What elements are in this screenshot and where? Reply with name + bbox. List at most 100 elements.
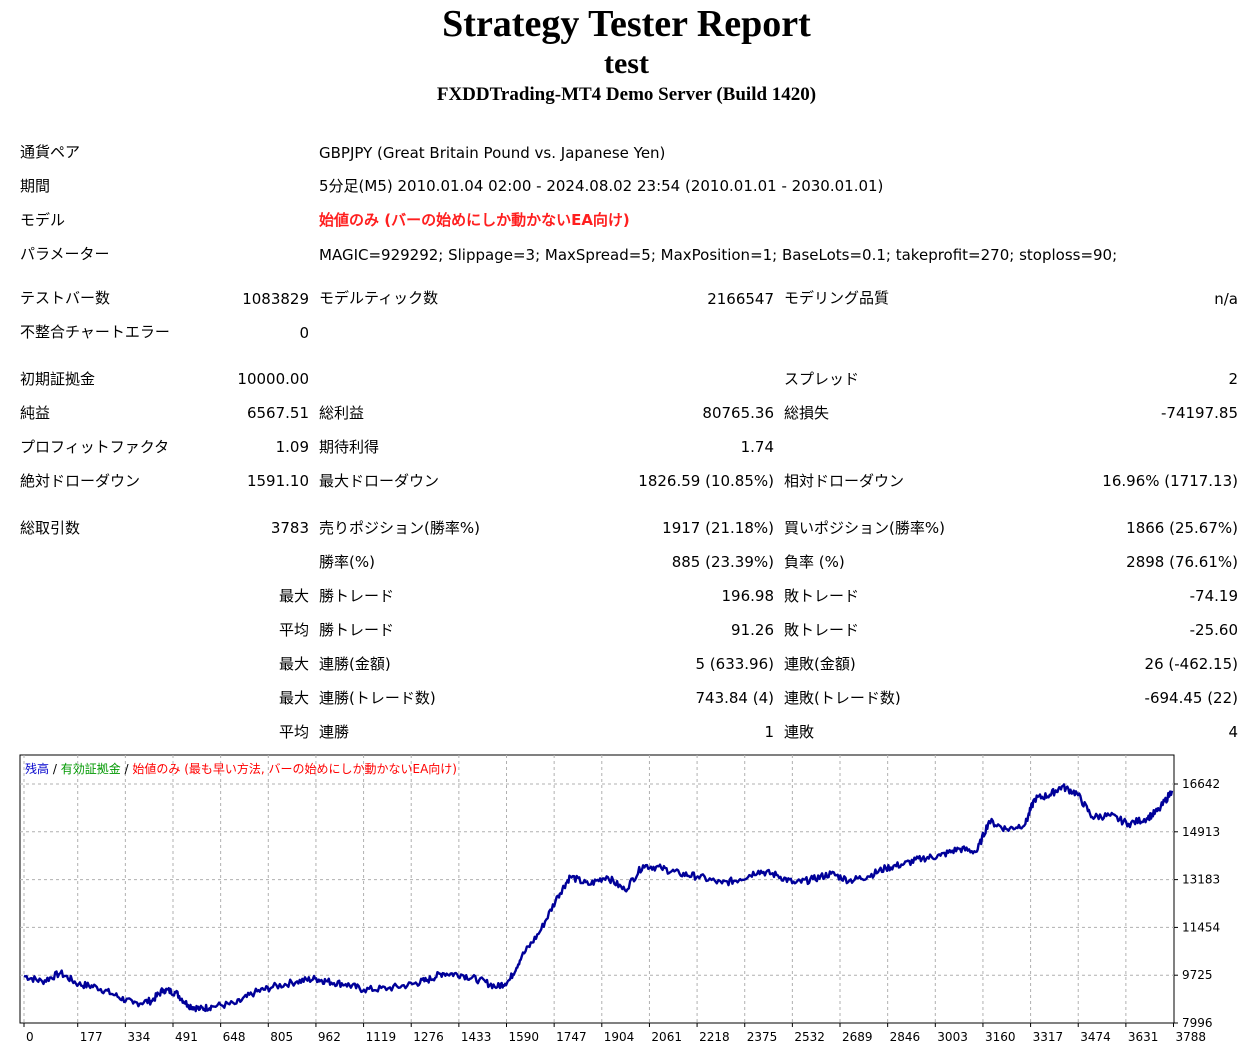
params-value: MAGIC=929292; Slippage=3; MaxSpread=5; M… (319, 246, 1118, 264)
y-tick-label: 9725 (1182, 968, 1213, 982)
average-win-value: 91.26 (731, 621, 774, 639)
max-dd-value: 1826.59 (10.85%) (638, 472, 774, 490)
max-consec-loss-value: -694.45 (22) (1144, 689, 1238, 707)
largest-win-label: 勝トレード (319, 587, 395, 605)
gross-profit-value: 80765.36 (702, 404, 774, 422)
rel-dd-label: 相対ドローダウン (784, 472, 905, 490)
net-value: 6567.51 (246, 404, 309, 422)
max-consec-loss-label: 連敗(トレード数) (784, 689, 901, 707)
long-value: 1866 (25.67%) (1126, 519, 1238, 537)
loss-rate-value: 2898 (76.61%) (1126, 553, 1238, 571)
max-consec-label: 最大 (278, 655, 309, 673)
largest-label: 最大 (278, 587, 309, 605)
x-tick-label: 2218 (699, 1030, 730, 1044)
x-tick-label: 2689 (842, 1030, 873, 1044)
win-rate-value: 885 (23.39%) (671, 553, 774, 571)
x-tick-label: 962 (318, 1030, 341, 1044)
quality-label: モデリング品質 (784, 289, 890, 307)
x-tick-label: 2375 (747, 1030, 778, 1044)
gross-loss-label: 総損失 (784, 404, 830, 422)
x-tick-label: 1747 (556, 1030, 587, 1044)
max-consec-wins-value: 5 (633.96) (695, 655, 774, 673)
long-label: 買いポジション(勝率%) (784, 519, 945, 537)
x-tick-label: 805 (270, 1030, 293, 1044)
max-consec2-label: 最大 (278, 689, 309, 707)
avg-consec-label: 平均 (278, 723, 309, 741)
mismatch-label: 不整合チャートエラー (20, 323, 170, 341)
win-rate-label: 勝率(%) (319, 553, 375, 571)
y-tick-label: 11454 (1182, 920, 1220, 934)
ea-name: test (604, 47, 649, 80)
x-tick-label: 648 (223, 1030, 246, 1044)
abs-dd-label: 絶対ドローダウン (20, 472, 141, 490)
y-axis-ticks: 16642 14913 13183 11454 9725 7996 (1174, 777, 1220, 1030)
bars-value: 1083829 (242, 290, 309, 308)
x-tick-label: 3474 (1080, 1030, 1111, 1044)
plot-area (19, 754, 1175, 1024)
deposit-label: 初期証拠金 (20, 370, 96, 388)
avg-consec-wins-value: 1 (764, 723, 774, 741)
balance-chart: 16642 14913 13183 11454 9725 7996 0 177 334 491 6… (19, 754, 1220, 1044)
model-value: 始値のみ (バーの始めにしか動かないEA向け) (319, 211, 630, 229)
server-name: FXDDTrading-MT4 Demo Server (Build 1420) (436, 84, 817, 105)
mismatch-value: 0 (299, 324, 309, 342)
largest-loss-value: -74.19 (1189, 587, 1238, 605)
pf-label: プロフィットファクタ (20, 438, 170, 456)
x-tick-label: 1119 (366, 1030, 397, 1044)
y-tick-label: 14913 (1182, 825, 1220, 839)
grid-lines (20, 755, 1174, 1023)
x-tick-label: 1433 (461, 1030, 492, 1044)
y-tick-label: 13183 (1182, 873, 1220, 887)
chart-legend: 残高 / 有効証拠金 / 始値のみ (最も早い方法, バーの始めにしか動かないE… (25, 761, 457, 776)
x-tick-label: 2061 (651, 1030, 682, 1044)
x-tick-label: 2532 (794, 1030, 825, 1044)
x-axis-ticks: 0 177 334 491 648 805 962 1119 1276 1433 1590 1747 1… (23, 1023, 1207, 1044)
legend-item: 残高 (25, 761, 49, 776)
avg-consec-losses-label: 連敗 (784, 723, 815, 741)
x-tick-label: 1590 (509, 1030, 540, 1044)
symbol-value: GBPJPY (Great Britain Pound vs. Japanese… (319, 144, 666, 162)
trades-label: 総取引数 (20, 519, 81, 537)
x-tick-label: 3631 (1128, 1030, 1159, 1044)
max-consec-wins-label: 連勝(金額) (319, 655, 391, 673)
pf-value: 1.09 (275, 438, 309, 456)
spread-label: スプレッド (784, 370, 860, 388)
legend-separator: / (121, 762, 133, 776)
x-tick-label: 3003 (937, 1030, 968, 1044)
y-tick-label: 16642 (1182, 777, 1220, 791)
short-label: 売りポジション(勝率%) (319, 519, 480, 537)
average-loss-value: -25.60 (1189, 621, 1238, 639)
max-consec-losses-label: 連敗(金額) (784, 655, 856, 673)
abs-dd-value: 1591.10 (246, 472, 309, 490)
trades-value: 3783 (270, 519, 309, 537)
deposit-value: 10000.00 (237, 370, 309, 388)
legend-item: 有効証拠金 (61, 761, 121, 776)
period-label: 期間 (20, 177, 51, 195)
max-dd-label: 最大ドローダウン (319, 472, 440, 490)
ticks-label: モデルティック数 (319, 289, 439, 307)
largest-win-value: 196.98 (721, 587, 775, 605)
x-tick-label: 3317 (1033, 1030, 1064, 1044)
gross-loss-value: -74197.85 (1161, 404, 1238, 422)
max-consec-profit-value: 743.84 (4) (695, 689, 774, 707)
expected-value: 1.74 (740, 438, 774, 456)
bars-label: テストバー数 (20, 289, 111, 307)
loss-rate-label: 負率 (%) (784, 553, 845, 571)
ticks-value: 2166547 (707, 290, 774, 308)
x-tick-label: 1276 (413, 1030, 444, 1044)
x-tick-label: 491 (175, 1030, 198, 1044)
quality-value: n/a (1214, 290, 1238, 308)
model-label: モデル (20, 211, 66, 229)
average-loss-label: 敗トレード (784, 621, 860, 639)
max-consec-profit-label: 連勝(トレード数) (319, 689, 436, 707)
net-label: 純益 (20, 404, 51, 422)
x-tick-label: 334 (127, 1030, 150, 1044)
short-value: 1917 (21.18%) (662, 519, 774, 537)
gross-profit-label: 総利益 (319, 404, 365, 422)
average-label: 平均 (278, 621, 309, 639)
legend-separator: / (49, 762, 61, 776)
x-tick-label: 3788 (1176, 1030, 1207, 1044)
largest-loss-label: 敗トレード (784, 587, 860, 605)
params-label: パラメーター (20, 245, 110, 263)
expected-label: 期待利得 (319, 438, 380, 456)
